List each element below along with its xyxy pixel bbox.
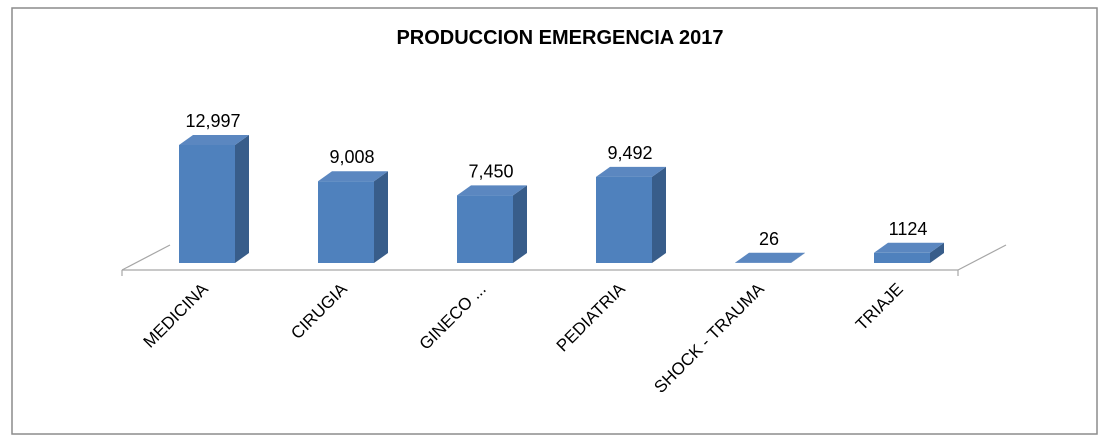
bar-side — [235, 135, 249, 263]
bar-top — [596, 166, 666, 177]
bar-side — [652, 166, 666, 263]
bar — [318, 181, 374, 263]
bar-top — [735, 252, 805, 263]
bar — [596, 176, 652, 263]
value-label: 9,492 — [607, 143, 652, 163]
bar-top — [179, 135, 249, 145]
bar-top — [457, 185, 527, 196]
value-label: 9,008 — [329, 147, 374, 167]
bar — [457, 195, 513, 263]
chart-border — [11, 7, 1098, 435]
bar-side — [930, 242, 944, 263]
floor-right — [957, 244, 1007, 271]
bar — [874, 252, 930, 263]
value-label: 7,450 — [468, 161, 513, 181]
bar-side — [374, 171, 388, 263]
chart-title: PRODUCCION EMERGENCIA 2017 — [396, 27, 723, 49]
floor — [121, 244, 1007, 276]
bar — [179, 145, 235, 263]
value-label: 1124 — [889, 219, 928, 239]
bar-side — [791, 252, 805, 263]
bar-top — [318, 171, 388, 182]
bar-top — [874, 242, 944, 253]
value-label: 12,997 — [185, 111, 240, 131]
value-label: 26 — [759, 229, 779, 249]
floor-left — [121, 244, 171, 271]
bar-side — [513, 185, 527, 263]
